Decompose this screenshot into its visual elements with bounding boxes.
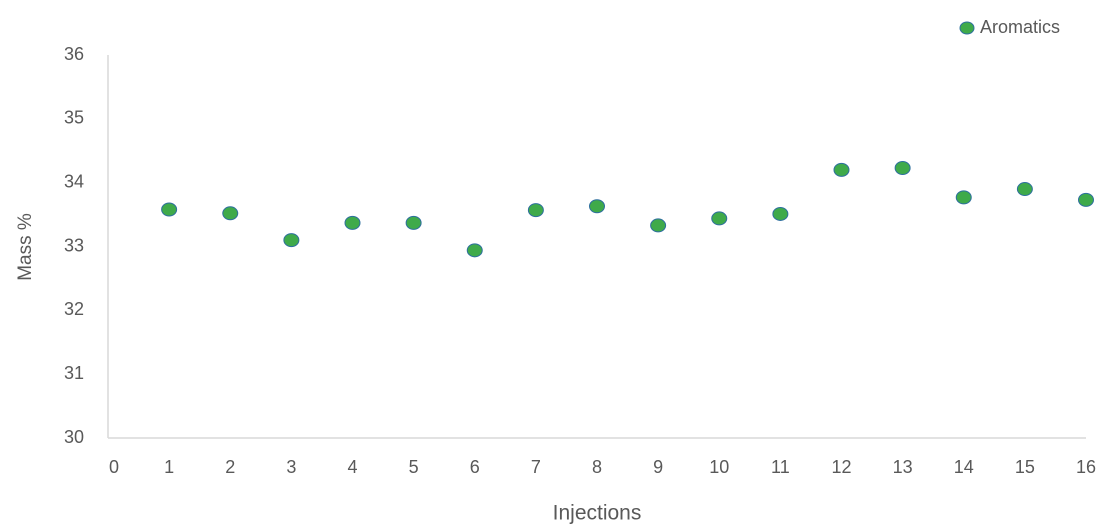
point	[405, 215, 422, 230]
x-tick-label: 9	[653, 457, 663, 477]
x-tick-label: 7	[531, 457, 541, 477]
point	[1078, 192, 1094, 207]
x-tick-label: 10	[709, 457, 729, 477]
point	[222, 206, 239, 221]
point	[283, 233, 300, 248]
x-tick-label: 8	[592, 457, 602, 477]
x-axis-title: Injections	[553, 502, 642, 525]
legend-marker	[959, 21, 975, 35]
y-tick-label: 35	[64, 108, 84, 128]
x-tick-label: 3	[286, 457, 296, 477]
x-tick-label: 11	[771, 457, 790, 477]
y-tick-label: 34	[64, 171, 84, 191]
point	[894, 160, 911, 175]
x-tick-label: 15	[1015, 457, 1035, 477]
y-tick-label: 36	[64, 44, 84, 64]
y-tick-label: 32	[64, 299, 84, 319]
point	[955, 190, 972, 205]
y-tick-label: 30	[64, 427, 84, 447]
point	[466, 243, 483, 258]
x-tick-label: 0	[109, 457, 119, 477]
point	[711, 211, 728, 226]
x-tick-label: 16	[1076, 457, 1096, 477]
point	[589, 199, 605, 214]
point	[650, 218, 667, 233]
point	[527, 203, 544, 218]
y-tick-label: 33	[64, 235, 84, 255]
x-tick-label: 12	[831, 457, 851, 477]
point	[833, 162, 850, 177]
point	[344, 215, 361, 230]
x-tick-label: 1	[164, 457, 174, 477]
point	[772, 206, 789, 221]
point	[1016, 182, 1033, 197]
legend-label: Aromatics	[980, 17, 1060, 37]
point	[161, 202, 178, 217]
x-tick-label: 13	[893, 457, 913, 477]
y-axis-title: Mass %	[15, 213, 36, 281]
x-tick-label: 4	[347, 457, 357, 477]
x-tick-label: 2	[225, 457, 235, 477]
x-tick-label: 5	[409, 457, 419, 477]
x-tick-label: 6	[470, 457, 480, 477]
x-tick-label: 14	[954, 457, 974, 477]
y-tick-label: 31	[64, 363, 84, 383]
